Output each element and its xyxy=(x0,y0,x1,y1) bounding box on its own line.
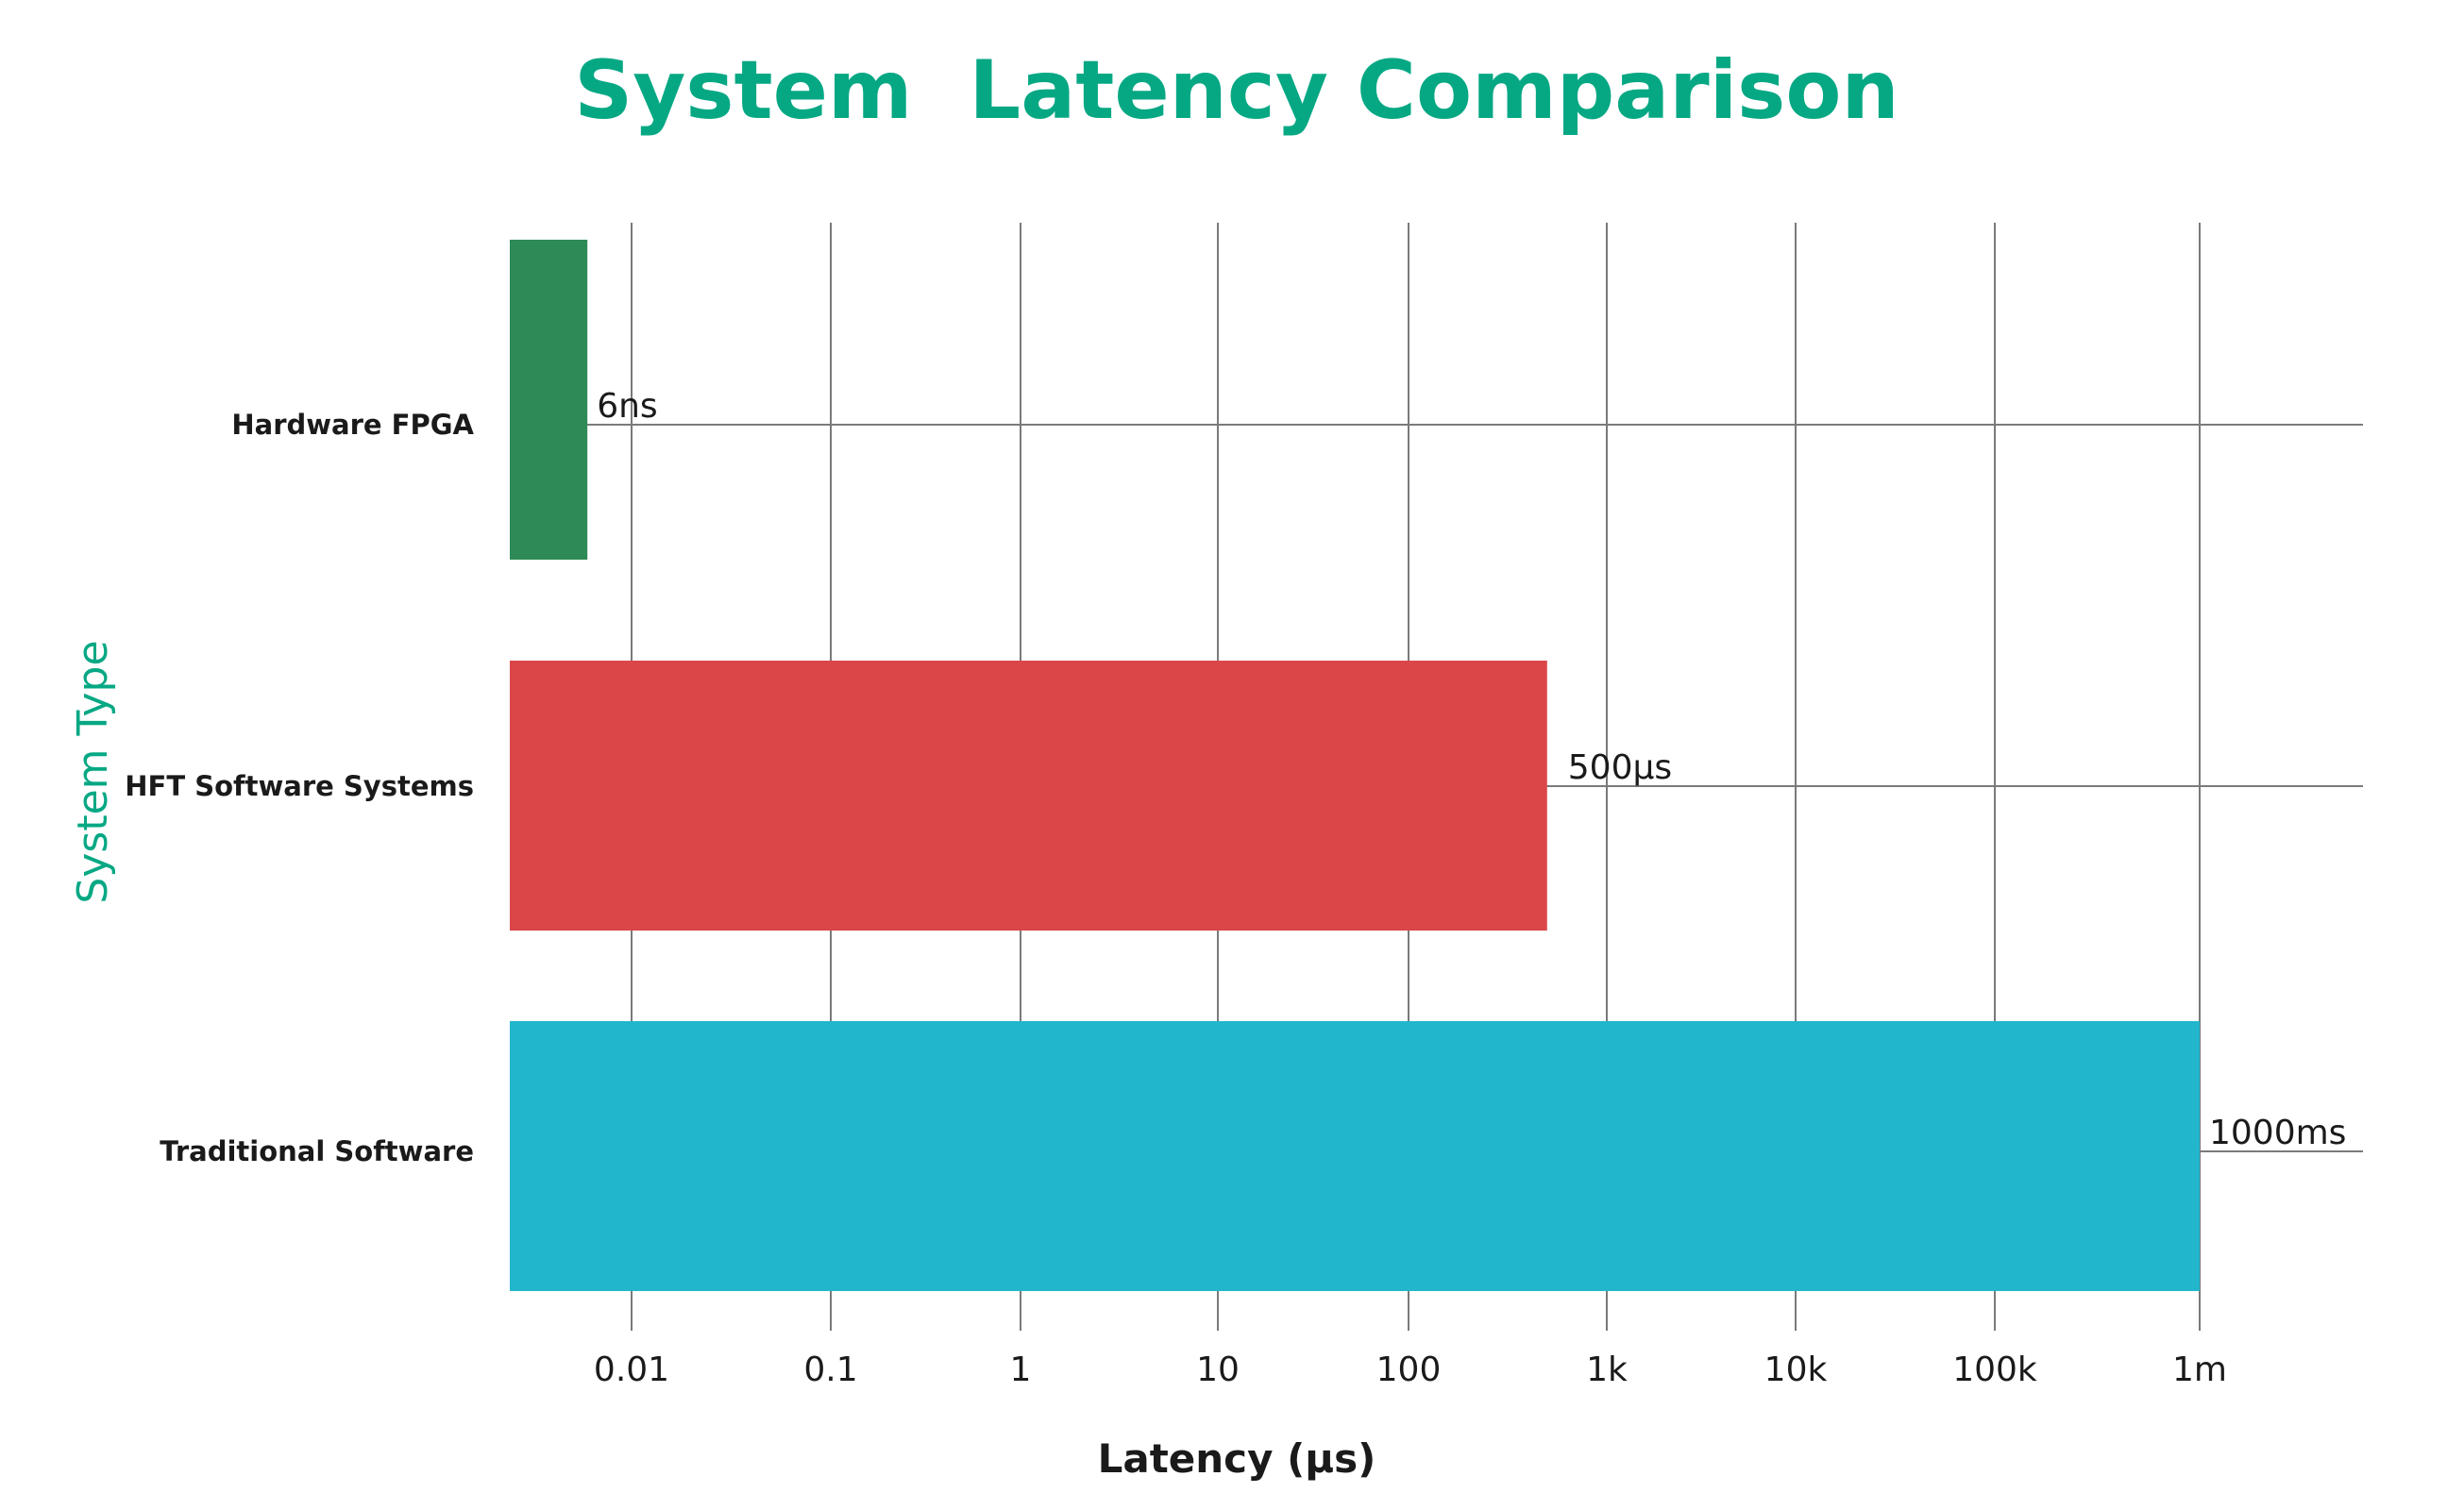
category-label: Traditional Software xyxy=(160,1135,474,1167)
x-tick-label: 100k xyxy=(1952,1351,2037,1389)
bar-layer xyxy=(510,240,2200,1291)
category-label: Hardware FPGA xyxy=(231,409,474,441)
category-label: HFT Software Systems xyxy=(125,770,474,802)
x-tick-label: 10 xyxy=(1196,1351,1240,1389)
chart-title: System Latency Comparison xyxy=(574,43,1899,138)
data-label: 500μs xyxy=(1568,748,1672,787)
bar xyxy=(510,1021,2200,1291)
data-label: 6ns xyxy=(597,387,657,426)
y-category-labels: Hardware FPGA HFT Software Systems Traditi… xyxy=(125,409,474,1167)
x-tick-label: 0.01 xyxy=(594,1351,669,1389)
x-tick-labels: 0.01 0.1 1 10 100 1k 10k 100k 1m xyxy=(594,1351,2227,1389)
x-tick-label: 100 xyxy=(1376,1351,1442,1389)
x-tick-label: 10k xyxy=(1764,1351,1828,1389)
data-label: 1000ms xyxy=(2209,1114,2346,1152)
bar xyxy=(510,240,588,560)
x-tick-label: 1 xyxy=(1010,1351,1032,1389)
x-tick-label: 1m xyxy=(2172,1351,2227,1389)
x-tick-label: 0.1 xyxy=(803,1351,857,1389)
x-tick-label: 1k xyxy=(1586,1351,1628,1389)
y-axis-label: System Type xyxy=(69,640,117,903)
label-layer: 6ns 500μs 1000ms xyxy=(597,387,2346,1152)
x-axis-label: Latency (μs) xyxy=(1098,1435,1376,1482)
bar xyxy=(510,661,1547,931)
